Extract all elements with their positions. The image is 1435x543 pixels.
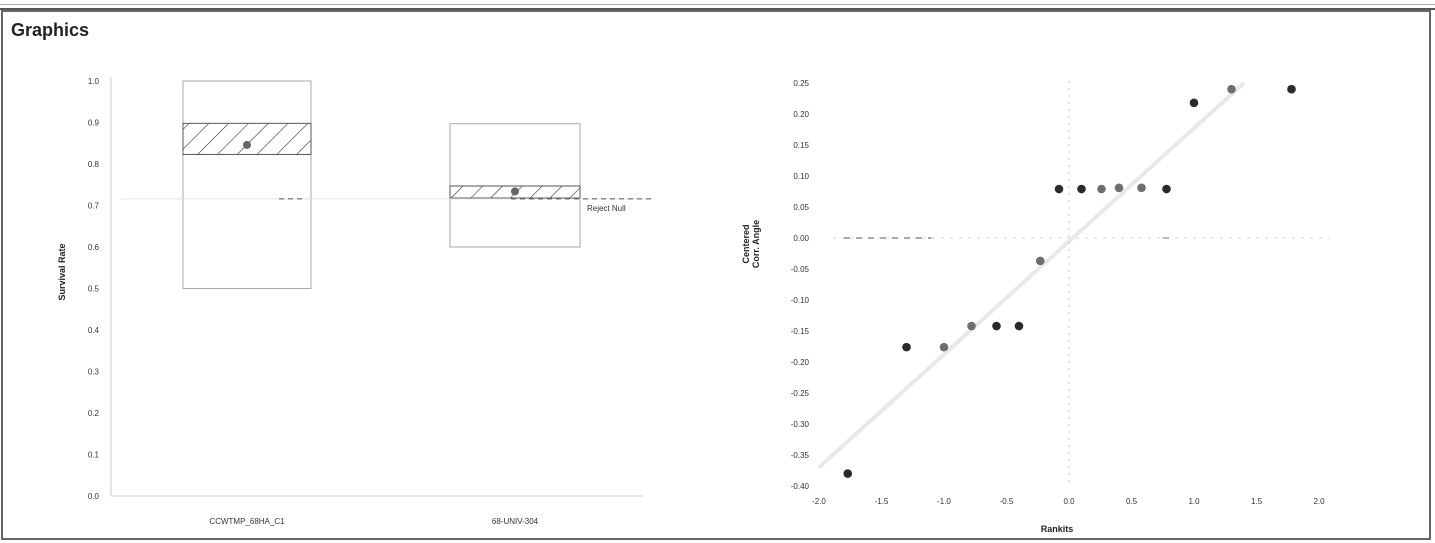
data-point bbox=[967, 321, 976, 331]
y-tick-label: 0.4 bbox=[88, 326, 100, 335]
data-point bbox=[1035, 256, 1045, 266]
x-axis-title: Rankits bbox=[1041, 524, 1074, 532]
y-tick-label: 0.25 bbox=[793, 79, 809, 88]
y-tick-label: 0.05 bbox=[793, 203, 809, 212]
data-point bbox=[1097, 184, 1106, 194]
data-point bbox=[1114, 183, 1124, 193]
survival-rate-box-chart: Survival Rate 0.0 0.1 0.2 0.3 0.4 0.5 0.6 0.7 0.… bbox=[57, 77, 653, 526]
x-category-label: 68-UNIV-304 bbox=[492, 517, 539, 526]
rankit-scatter-chart: Centered Corr. Angle Rankits 0.25 0.20 0.1… bbox=[741, 79, 1329, 532]
x-category-label: CCWTMP_68HA_C1 bbox=[209, 517, 285, 526]
data-point bbox=[1137, 183, 1146, 193]
y-tick-label: -0.35 bbox=[791, 451, 810, 460]
y-tick-label: 0.10 bbox=[793, 172, 809, 181]
x-tick-label: -2.0 bbox=[812, 497, 826, 506]
estimate-point bbox=[511, 187, 519, 196]
data-point bbox=[1227, 84, 1236, 94]
top-window-border bbox=[0, 0, 1435, 10]
x-tick-label: 1.0 bbox=[1188, 497, 1200, 506]
y-tick-label: -0.25 bbox=[791, 389, 810, 398]
data-point bbox=[902, 342, 911, 352]
x-tick-label: 0.5 bbox=[1126, 497, 1138, 506]
y-tick-label: 1.0 bbox=[88, 77, 100, 86]
y-tick-label: 0.20 bbox=[793, 110, 809, 119]
x-tick-label: -0.5 bbox=[1000, 497, 1014, 506]
data-point bbox=[1014, 321, 1024, 331]
y-tick-label: 0.2 bbox=[88, 409, 100, 418]
y-tick-label: -0.20 bbox=[791, 358, 810, 367]
y-tick-label: 0.1 bbox=[88, 451, 100, 460]
fit-line bbox=[817, 81, 1246, 469]
data-point bbox=[992, 321, 1001, 331]
y-tick-label: -0.05 bbox=[791, 265, 810, 274]
y-axis-title-line1: Centered bbox=[741, 224, 751, 263]
estimate-point bbox=[243, 140, 251, 149]
y-tick-label: 0.6 bbox=[88, 243, 100, 252]
y-axis-title: Survival Rate bbox=[57, 243, 67, 300]
y-tick-label: -0.40 bbox=[791, 482, 810, 491]
outer-box bbox=[182, 80, 312, 289]
x-tick-label: -1.5 bbox=[875, 497, 889, 506]
x-tick-label: 2.0 bbox=[1313, 497, 1325, 506]
outer-box bbox=[449, 123, 581, 248]
y-tick-label: 0.9 bbox=[88, 119, 100, 128]
data-point bbox=[1054, 184, 1064, 194]
data-point bbox=[1287, 84, 1296, 94]
y-tick-label: 0.3 bbox=[88, 368, 100, 377]
y-tick-label: 0.00 bbox=[793, 234, 809, 243]
y-tick-label: 0.5 bbox=[88, 285, 100, 294]
y-tick-label: 0.7 bbox=[88, 202, 100, 211]
reference-line-label: Reject Null bbox=[587, 204, 626, 213]
x-tick-label: 1.5 bbox=[1251, 497, 1263, 506]
y-axis-title-line2: Corr. Angle bbox=[751, 220, 761, 268]
x-tick-label: 0.0 bbox=[1063, 497, 1075, 506]
data-point bbox=[1162, 184, 1171, 194]
hatched-interval bbox=[182, 122, 312, 155]
y-tick-label: 0.0 bbox=[88, 492, 100, 501]
y-tick-label: -0.15 bbox=[791, 327, 810, 336]
y-tick-label: 0.8 bbox=[88, 160, 100, 169]
panel-title: Graphics bbox=[11, 20, 90, 40]
data-point bbox=[843, 469, 853, 478]
y-tick-label: -0.10 bbox=[791, 296, 810, 305]
y-tick-label: 0.15 bbox=[793, 141, 809, 150]
y-tick-label: -0.30 bbox=[791, 420, 810, 429]
graphics-panel: Graphics Survival Rate 0.0 0.1 0.2 0.3 0.4 0.… bbox=[1, 10, 1431, 540]
data-point bbox=[939, 342, 949, 352]
x-tick-label: -1.0 bbox=[937, 497, 951, 506]
data-point bbox=[1189, 98, 1199, 108]
data-point bbox=[1077, 184, 1086, 194]
